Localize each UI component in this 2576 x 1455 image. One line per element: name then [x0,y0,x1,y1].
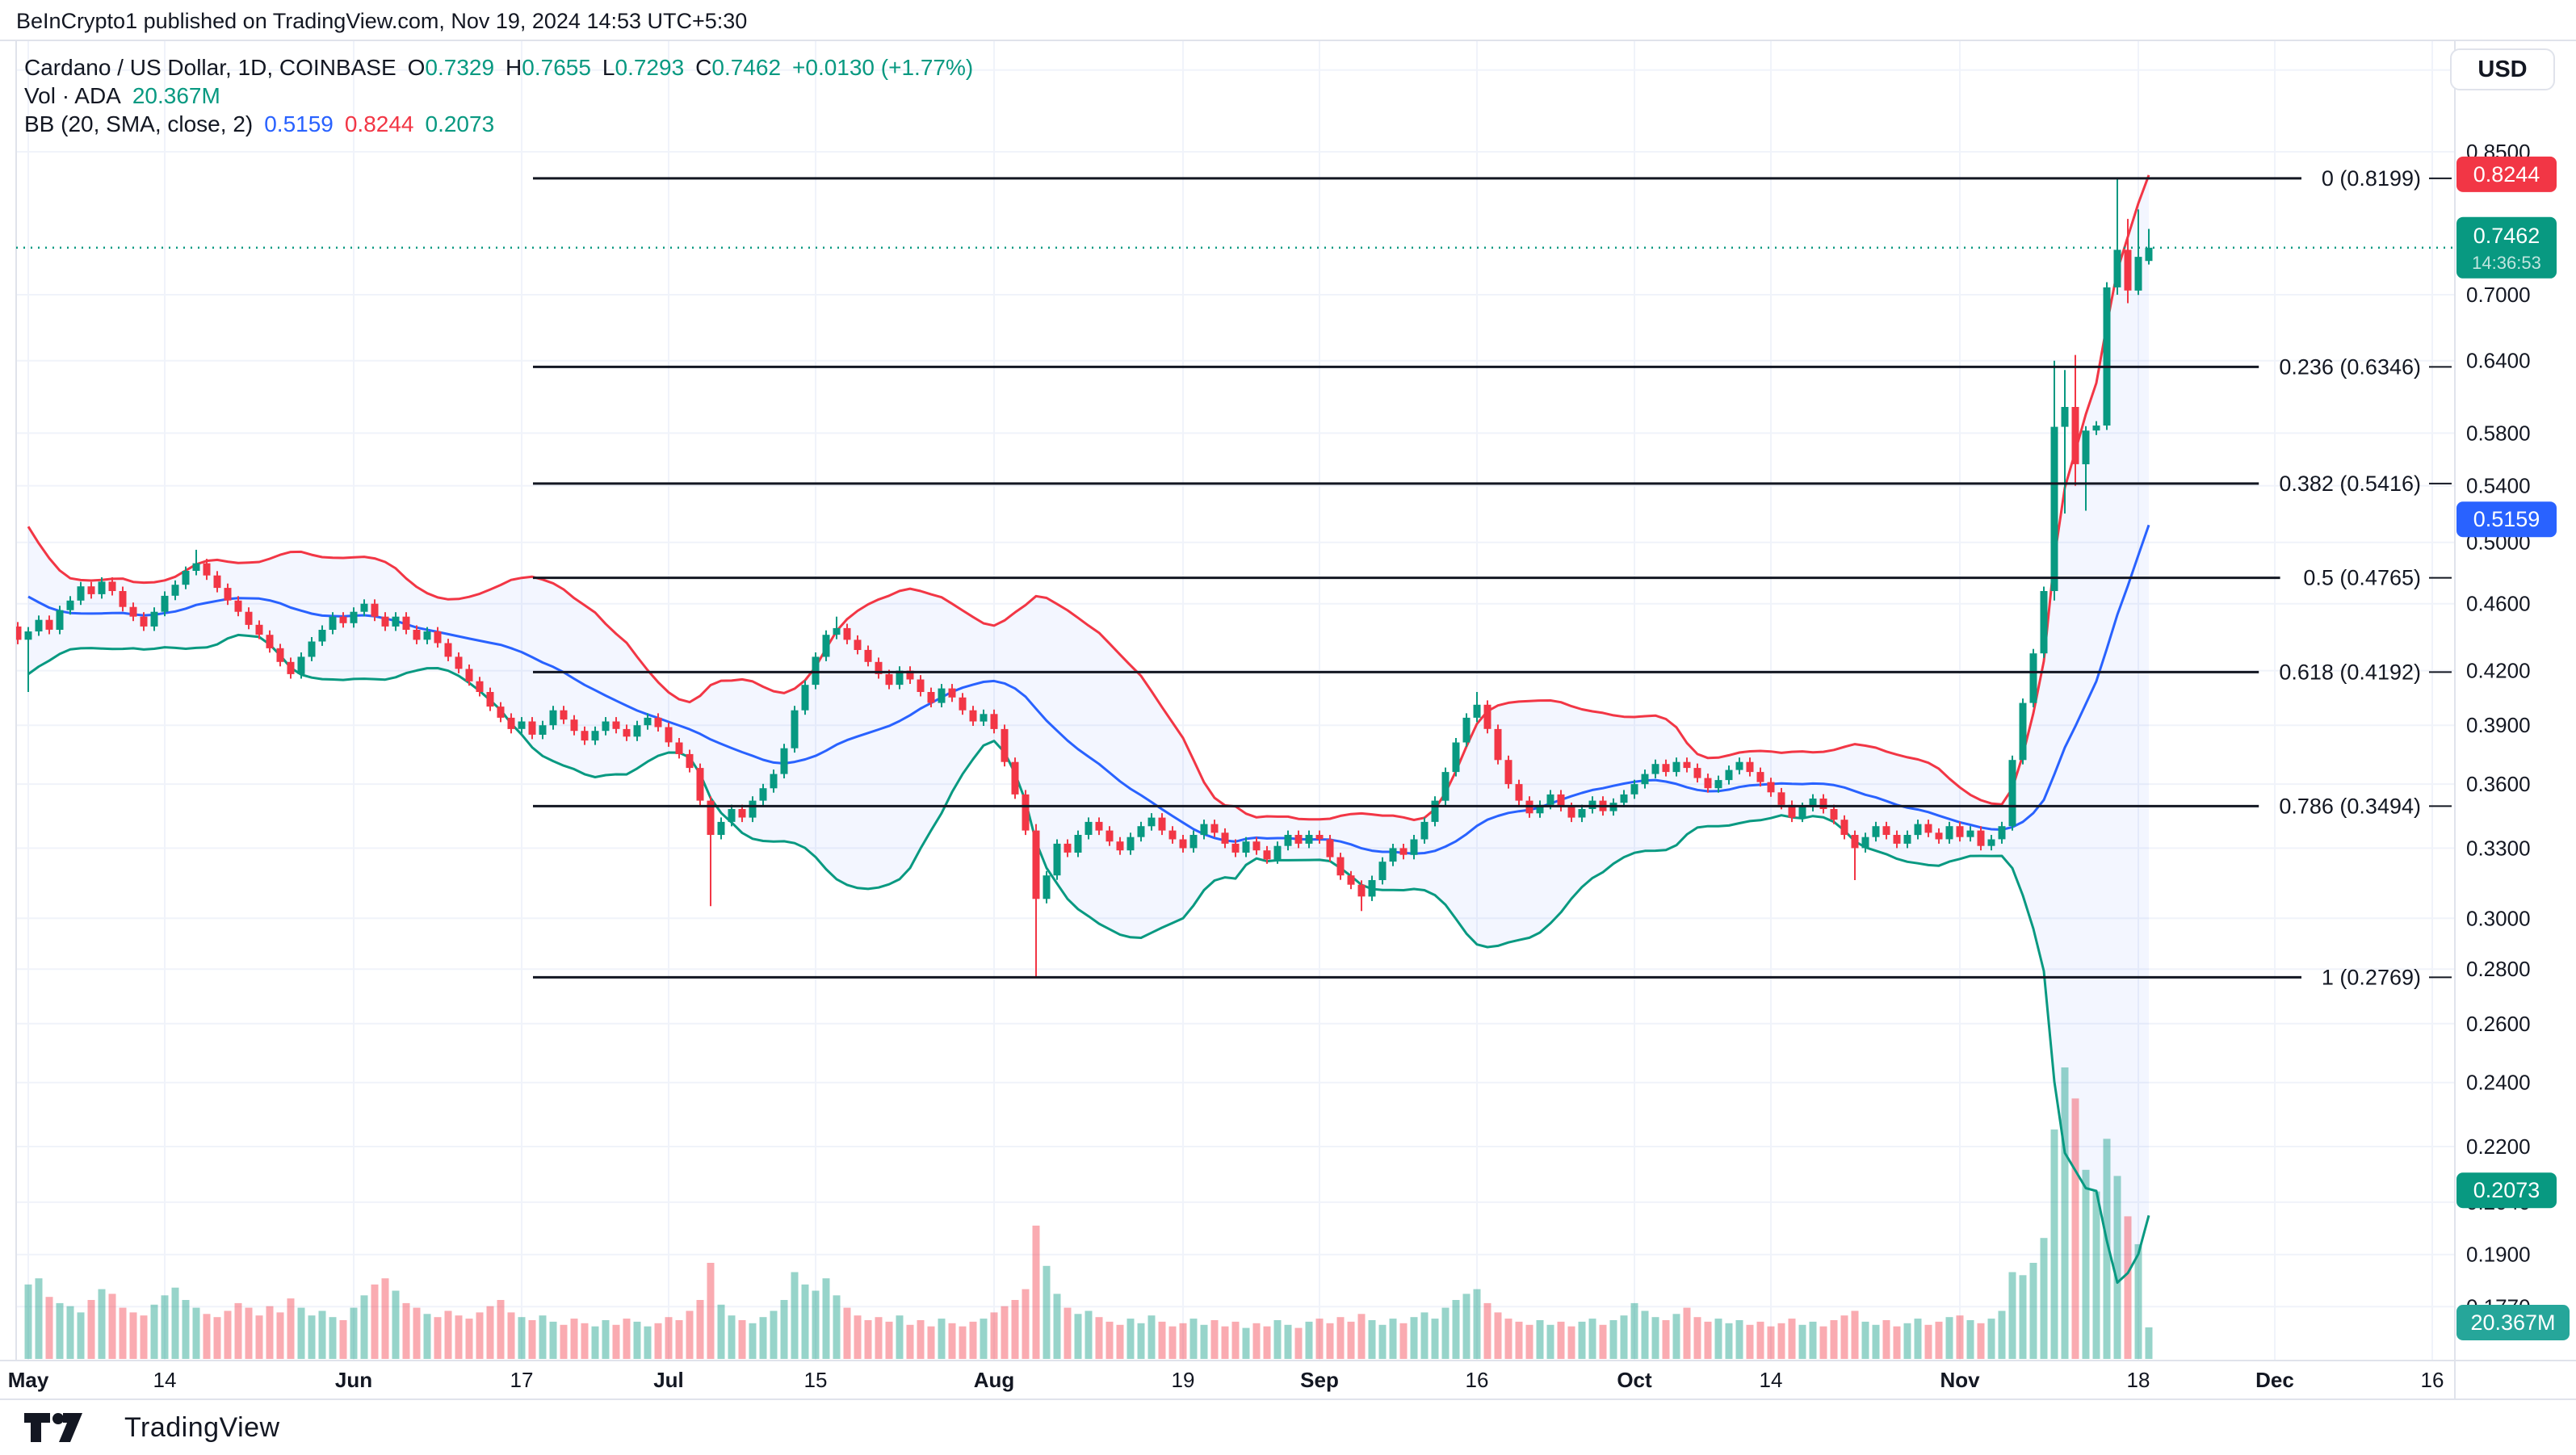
svg-text:0.6400: 0.6400 [2466,349,2531,373]
svg-text:0.4600: 0.4600 [2466,592,2531,616]
svg-text:0.3000: 0.3000 [2466,906,2531,930]
svg-text:Nov: Nov [1940,1368,1980,1392]
svg-text:0 (0.8199): 0 (0.8199) [2322,166,2421,191]
svg-text:18: 18 [2127,1368,2150,1392]
high-label: H [506,55,522,80]
svg-text:0.2800: 0.2800 [2466,957,2531,981]
bb-upper-value: 0.8244 [344,111,414,136]
svg-text:0.236 (0.6346): 0.236 (0.6346) [2279,354,2421,379]
svg-text:20.367M: 20.367M [2470,1310,2555,1335]
volume-value: 20.367M [132,83,220,108]
svg-text:0.3300: 0.3300 [2466,836,2531,860]
svg-text:14: 14 [153,1368,177,1392]
symbol-title: Cardano / US Dollar, 1D, COINBASE [24,55,396,80]
svg-text:17: 17 [510,1368,534,1392]
bb-label: BB (20, SMA, close, 2) [24,111,254,136]
legend-symbol-row: Cardano / US Dollar, 1D, COINBASE O0.7329… [24,53,973,82]
svg-text:1 (0.2769): 1 (0.2769) [2322,965,2421,989]
svg-text:0.7000: 0.7000 [2466,283,2531,307]
svg-text:14: 14 [1760,1368,1783,1392]
low-value: 0.7293 [615,55,685,80]
bollinger-fill [28,174,2149,1283]
high-value: 0.7655 [522,55,591,80]
low-label: L [602,55,615,80]
svg-text:0.3900: 0.3900 [2466,713,2531,737]
svg-text:0.2200: 0.2200 [2466,1134,2531,1159]
close-label: C [695,55,712,80]
bb-lower-value: 0.2073 [425,111,495,136]
svg-text:Aug: Aug [974,1368,1015,1392]
svg-text:0.5800: 0.5800 [2466,421,2531,445]
time-axis[interactable]: May 14 Jun 17 Jul 15 Aug 19 Sep 16 Oct 14 Nov 18 Dec 16 [8,1368,2444,1392]
pane-borders [0,40,2576,1400]
tradingview-logo-icon [24,1413,82,1442]
svg-text:Sep: Sep [1300,1368,1339,1392]
svg-text:0.3600: 0.3600 [2466,772,2531,796]
legend-volume-row: Vol · ADA 20.367M [24,82,973,110]
legend-bb-row: BB (20, SMA, close, 2) 0.5159 0.8244 0.2073 [24,110,973,138]
published-attribution: BeInCrypto1 published on TradingView.com… [16,9,748,33]
open-label: O [407,55,426,80]
svg-text:Jul: Jul [653,1368,684,1392]
svg-text:0.382 (0.5416): 0.382 (0.5416) [2279,472,2421,496]
svg-text:0.1900: 0.1900 [2466,1243,2531,1267]
svg-text:14:36:53: 14:36:53 [2472,253,2541,273]
svg-text:15: 15 [804,1368,828,1392]
grid-layer [16,40,2455,1361]
svg-text:0.618 (0.4192): 0.618 (0.4192) [2279,660,2421,684]
fib-retracement[interactable]: 0 (0.8199) 0.236 (0.6346) 0.382 (0.5416) 0.… [533,166,2452,990]
svg-text:16: 16 [1466,1368,1489,1392]
svg-text:16: 16 [2421,1368,2444,1392]
svg-text:0.5 (0.4765): 0.5 (0.4765) [2303,566,2421,590]
tradingview-wordmark: TradingView [124,1411,280,1443]
svg-text:0.5400: 0.5400 [2466,474,2531,498]
svg-text:Oct: Oct [1617,1368,1652,1392]
chart-legend: Cardano / US Dollar, 1D, COINBASE O0.7329… [24,53,973,138]
svg-text:0.2073: 0.2073 [2473,1178,2540,1202]
svg-text:0.2600: 0.2600 [2466,1012,2531,1036]
svg-text:Jun: Jun [335,1368,372,1392]
svg-text:May: May [8,1368,49,1392]
svg-text:Dec: Dec [2255,1368,2294,1392]
svg-text:0.5159: 0.5159 [2473,507,2540,531]
price-axis-badges: 0.8244 0.7462 14:36:53 0.5159 0.2073 20.367M [2456,156,2570,1340]
close-value: 0.7462 [711,55,782,80]
svg-text:0.2400: 0.2400 [2466,1071,2531,1095]
volume-bars [24,1067,2153,1359]
currency-toggle-button[interactable]: USD [2450,48,2555,90]
svg-text:0.4200: 0.4200 [2466,659,2531,683]
volume-label: Vol · ADA [24,83,121,108]
svg-text:0.7462: 0.7462 [2473,224,2540,248]
candles-layer[interactable] [15,178,2153,978]
svg-text:0.786 (0.3494): 0.786 (0.3494) [2279,794,2421,818]
bb-basis-value: 0.5159 [264,111,334,136]
open-value: 0.7329 [425,55,495,80]
svg-text:0.8244: 0.8244 [2473,162,2540,187]
svg-text:19: 19 [1172,1368,1195,1392]
change-value: +0.0130 (+1.77%) [792,55,974,80]
tradingview-footer-link[interactable]: TradingView [23,1411,280,1444]
